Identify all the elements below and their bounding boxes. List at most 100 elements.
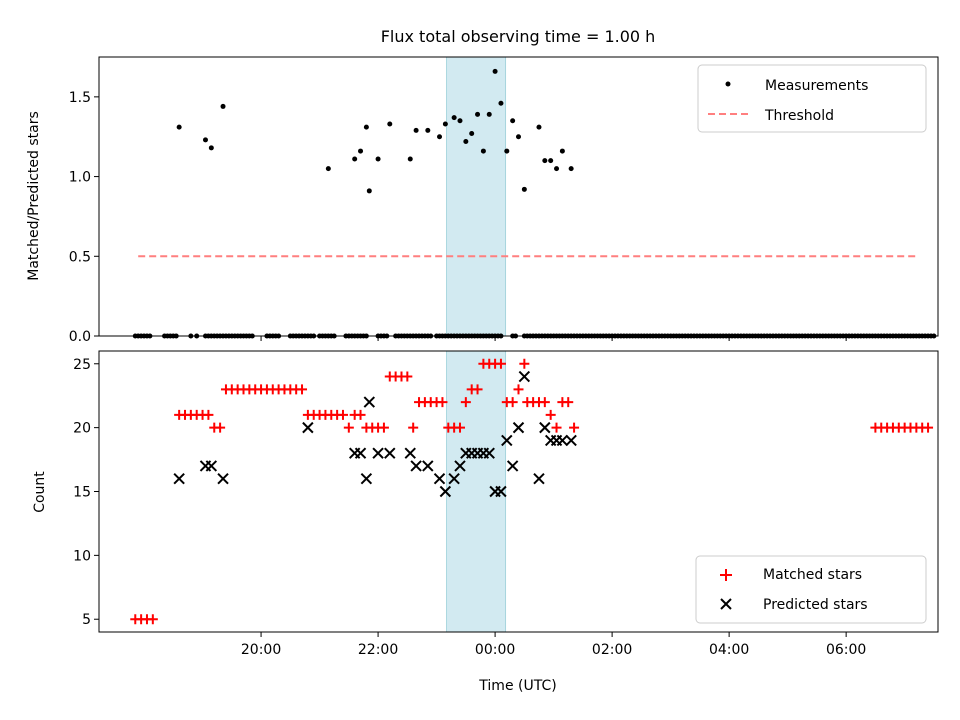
count-legend: Matched stars Predicted stars <box>695 555 927 624</box>
predicted-star-point <box>454 460 466 472</box>
matched-star-point <box>472 384 483 395</box>
matched-star-point <box>454 422 465 433</box>
matched-star-point <box>378 422 389 433</box>
predicted-star-point <box>483 447 495 459</box>
ratio-legend: Measurements Threshold <box>697 64 927 133</box>
y-tick-label: 15 <box>73 485 91 501</box>
measurement-point <box>457 118 463 124</box>
count-legend-box <box>695 555 927 624</box>
predicted-star-point <box>501 434 513 447</box>
measurement-point <box>492 68 498 74</box>
measurement-point <box>554 166 560 172</box>
ratio-panel: 0.0 0.5 1.0 1.5 Matched/Predicted stars Mea… <box>26 56 939 345</box>
predicted-star-point <box>433 473 446 485</box>
y-tick-label: 5 <box>82 612 91 628</box>
predicted-star-point <box>533 473 545 485</box>
measurement-point <box>375 156 381 162</box>
predicted-star-point <box>422 460 434 472</box>
matched-star-point <box>343 422 354 433</box>
x-tick-label: 00:00 <box>475 642 515 658</box>
measurement-point <box>413 127 419 133</box>
matched-star-point <box>408 422 419 433</box>
ratio-legend-box <box>697 64 927 133</box>
measurement-point <box>504 148 510 154</box>
legend-threshold-label: Threshold <box>764 108 834 124</box>
measurement-point <box>542 158 548 164</box>
matched-star-point <box>539 397 550 408</box>
matched-star-point <box>215 422 226 433</box>
y-tick-label: 20 <box>73 421 91 437</box>
matched-star-point <box>545 409 556 420</box>
measurement-point <box>568 166 574 172</box>
ratio-y-ticks: 0.0 0.5 1.0 1.5 <box>69 90 99 345</box>
measurement-point <box>516 134 521 140</box>
measurement-point <box>325 166 331 172</box>
predicted-star-point <box>384 447 396 459</box>
matched-star-point <box>569 422 580 433</box>
matched-star-point <box>147 614 158 625</box>
predicted-star-point <box>302 421 314 434</box>
measurement-point <box>463 138 469 144</box>
measurement-point <box>442 121 448 127</box>
x-tick-label: 22:00 <box>358 642 398 658</box>
measurement-point <box>366 188 372 194</box>
predicted-star-point <box>410 460 422 472</box>
x-tick-label: 04:00 <box>709 642 749 658</box>
measurement-point <box>202 137 208 143</box>
measurement-point <box>510 118 516 124</box>
measurement-point <box>425 127 431 133</box>
measurement-point <box>486 111 492 117</box>
predicted-star-point <box>205 460 218 472</box>
count-marks <box>130 358 934 625</box>
measurement-point <box>363 124 369 130</box>
matched-star-point <box>460 397 471 408</box>
y-tick-label: 1.5 <box>69 90 91 106</box>
matched-star-point <box>923 422 934 433</box>
matched-star-point <box>437 397 448 408</box>
matched-star-point <box>563 397 574 408</box>
y-tick-label: 0.0 <box>69 329 91 345</box>
legend-matched-label: Matched stars <box>763 567 862 583</box>
matched-star-point <box>513 384 524 395</box>
measurement-point <box>521 186 527 192</box>
y-tick-label: 1.0 <box>69 170 91 186</box>
measurement-point <box>358 148 364 154</box>
matched-star-point <box>203 409 214 420</box>
highlight-span <box>446 56 507 337</box>
legend-measurements-label: Measurements <box>765 78 868 94</box>
measurement-point <box>475 111 481 117</box>
predicted-star-point <box>360 473 373 485</box>
predicted-star-point <box>506 460 519 472</box>
measurement-point <box>387 121 393 127</box>
predicted-star-point <box>556 434 569 447</box>
predicted-star-point <box>439 485 452 498</box>
measurement-point <box>559 148 565 154</box>
matched-star-point <box>507 397 518 408</box>
predicted-star-point <box>363 396 376 408</box>
measurement-point <box>220 103 226 109</box>
predicted-star-point <box>217 473 229 485</box>
matched-star-point <box>495 358 506 369</box>
legend-matched-marker <box>720 569 732 581</box>
x-axis-label: Time (UTC) <box>478 678 556 694</box>
ratio-ylabel: Matched/Predicted stars <box>26 111 42 281</box>
predicted-star-point <box>512 421 525 434</box>
x-tick-label: 06:00 <box>826 642 866 658</box>
measurement-point <box>208 145 214 151</box>
predicted-star-point <box>539 421 551 434</box>
measurement-point <box>536 124 542 130</box>
count-axes-frame <box>98 350 939 633</box>
matched-star-point <box>519 358 530 369</box>
count-panel: 5 10 15 20 25 20:00 22:00 00:00 02:00 04:00 06:00… <box>32 350 939 658</box>
ratio-axes-frame <box>98 56 939 337</box>
legend-predicted-marker <box>720 598 732 610</box>
chart-title: Flux total observing time = 1.00 h <box>381 27 656 46</box>
measurement-point <box>548 158 554 164</box>
measurement-point <box>498 100 504 106</box>
predicted-star-point <box>372 447 384 459</box>
matched-star-point <box>297 384 308 395</box>
x-tick-label: 02:00 <box>592 642 632 658</box>
legend-measurements-marker <box>725 81 731 87</box>
matched-star-point <box>355 409 366 420</box>
x-tick-label: 20:00 <box>241 642 281 658</box>
